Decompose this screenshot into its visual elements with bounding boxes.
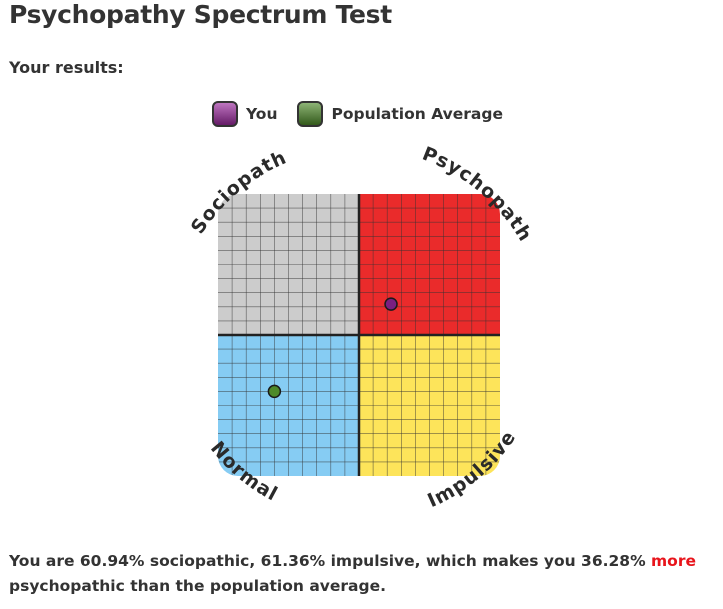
- legend-swatch-you: [212, 101, 238, 127]
- point-population-average: [267, 384, 282, 399]
- result-highlight-more: more: [651, 552, 696, 570]
- chart-legend: You Population Average: [212, 99, 503, 129]
- result-summary: You are 60.94% sociopathic, 61.36% impul…: [9, 549, 709, 599]
- legend-label-population-average: Population Average: [331, 105, 503, 123]
- page-title: Psychopathy Spectrum Test: [9, 0, 392, 29]
- point-you: [384, 297, 398, 311]
- result-text-after: psychopathic than the population average…: [9, 577, 387, 595]
- result-text-before: You are 60.94% sociopathic, 61.36% impul…: [9, 552, 652, 570]
- legend-swatch-population-average: [297, 101, 324, 127]
- legend-label-you: You: [246, 105, 278, 123]
- results-heading: Your results:: [9, 58, 124, 77]
- quadrant-grid: [218, 194, 500, 476]
